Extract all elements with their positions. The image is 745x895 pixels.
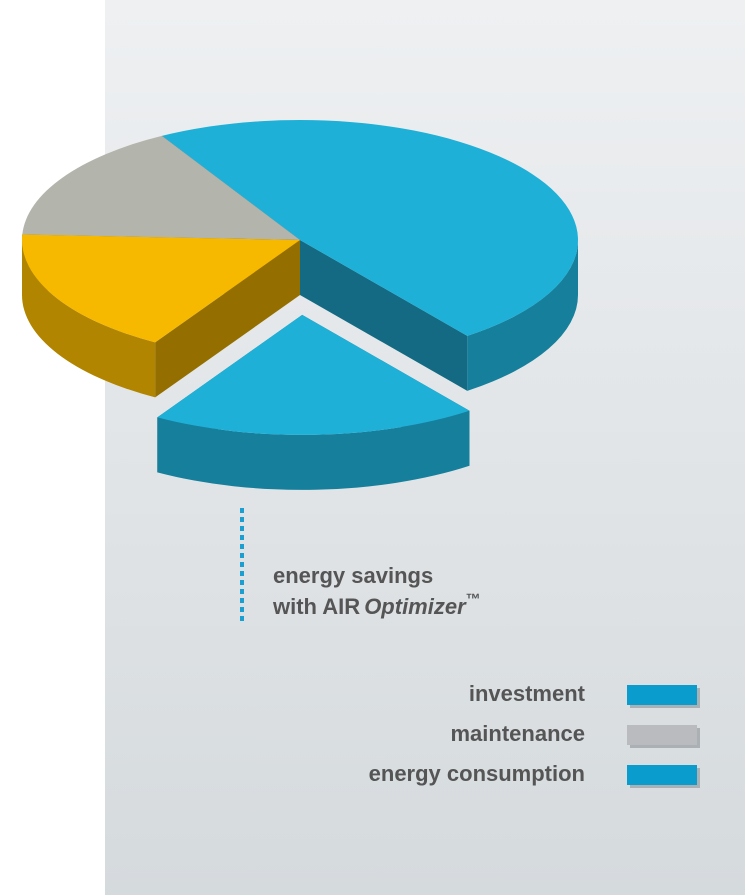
legend-label: energy consumption xyxy=(369,761,585,786)
slice-top xyxy=(161,119,579,336)
legend-swatch xyxy=(627,725,697,745)
slice-top xyxy=(22,234,301,343)
annotation-italic: Optimizer xyxy=(364,594,467,619)
legend-swatch xyxy=(627,765,697,785)
slice-side xyxy=(467,240,578,391)
annotation-line1: energy savings xyxy=(273,563,433,588)
legend: investment maintenance energy consumption xyxy=(369,681,700,788)
pie xyxy=(22,119,579,490)
slice xyxy=(157,314,470,490)
annotation-text: with AIR xyxy=(272,594,360,619)
legend-label: investment xyxy=(469,681,586,706)
slice-cut xyxy=(300,240,468,391)
legend-swatch xyxy=(627,685,697,705)
slice-side xyxy=(22,240,156,398)
slice-top xyxy=(22,135,300,240)
annotation-line2: with AIR Optimizer™ xyxy=(272,591,481,619)
slice xyxy=(22,234,301,398)
slice-top xyxy=(157,314,470,435)
slice-cut xyxy=(155,240,300,398)
trademark: ™ xyxy=(466,591,481,608)
slice-side xyxy=(157,410,470,490)
legend-label: maintenance xyxy=(451,721,586,746)
